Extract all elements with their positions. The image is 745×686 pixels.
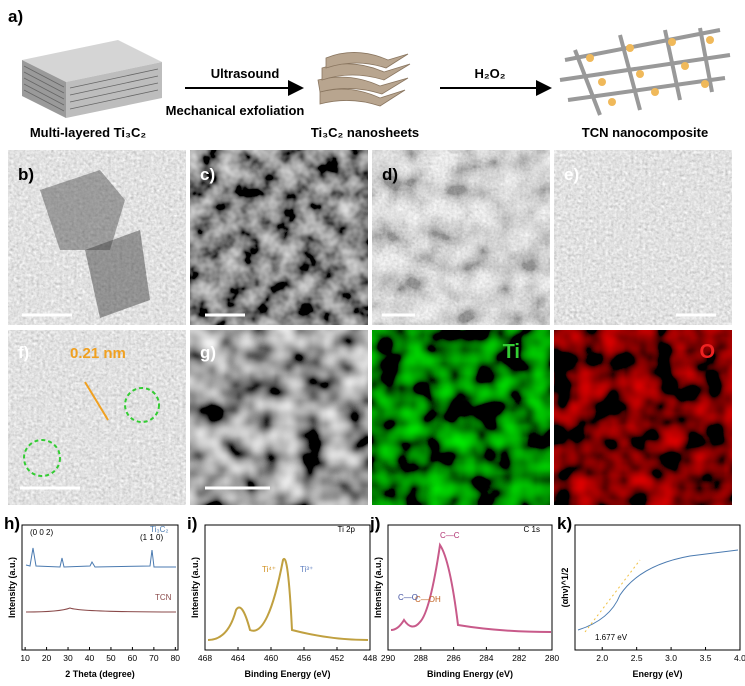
haadf-image bbox=[190, 330, 368, 505]
x-tick-label: 70 bbox=[149, 653, 159, 663]
tem-image bbox=[372, 150, 550, 325]
nanocomposite bbox=[559, 27, 731, 116]
x-tick-label: 2.0 bbox=[596, 653, 608, 663]
x-tick-label: 464 bbox=[231, 653, 245, 663]
sem-image bbox=[190, 150, 368, 325]
step-label: Mechanical exfoliation bbox=[166, 103, 305, 118]
curves bbox=[25, 542, 739, 641]
hrtem-image bbox=[8, 330, 186, 505]
x-tick-label: 448 bbox=[363, 653, 377, 663]
annotation: C—C bbox=[440, 531, 460, 540]
x-tick-label: 456 bbox=[297, 653, 311, 663]
x-tick-label: 284 bbox=[479, 653, 493, 663]
x-tick-label: 10 bbox=[20, 653, 30, 663]
nanoparticles bbox=[586, 36, 714, 106]
x-tick-label: 468 bbox=[198, 653, 212, 663]
plot-frame bbox=[204, 524, 371, 651]
step-label: Ultrasound bbox=[211, 66, 280, 81]
annotation: Ti 2p bbox=[338, 525, 356, 534]
panel-label: f) bbox=[18, 343, 29, 362]
ti-map bbox=[372, 330, 550, 505]
x-axis-label: Binding Energy (eV) bbox=[244, 669, 330, 679]
x-tick-label: 280 bbox=[545, 653, 559, 663]
panel-label: a) bbox=[8, 7, 23, 26]
x-tick-label: 452 bbox=[330, 653, 344, 663]
annotation: TCN bbox=[155, 593, 172, 602]
x-tick-label: 290 bbox=[381, 653, 395, 663]
panel-label: j) bbox=[369, 514, 380, 533]
y-axis-label: Intensity (a.u.) bbox=[7, 557, 17, 618]
layered-block bbox=[22, 40, 162, 118]
lattice-spacing: 0.21 nm bbox=[70, 345, 126, 362]
x-tick-label: 460 bbox=[264, 653, 278, 663]
plot-frame bbox=[574, 524, 741, 651]
x-tick-label: 3.0 bbox=[665, 653, 677, 663]
nanosheets bbox=[317, 52, 411, 107]
x-tick-label: 40 bbox=[85, 653, 95, 663]
plot-frame bbox=[387, 524, 553, 651]
x-tick-label: 282 bbox=[512, 653, 526, 663]
panel-label: e) bbox=[564, 165, 579, 184]
annotation: (0 0 2) bbox=[30, 528, 53, 537]
annotation: (1 1 0) bbox=[140, 533, 163, 542]
x-axis-label: 2 Theta (degree) bbox=[65, 669, 135, 679]
panel-label: i) bbox=[187, 514, 197, 533]
x-tick-label: 20 bbox=[42, 653, 52, 663]
annotation: Ti⁴⁺ bbox=[262, 565, 276, 574]
x-tick-label: 3.5 bbox=[700, 653, 712, 663]
material-label: Multi-layered Ti₃C₂ bbox=[30, 125, 147, 140]
panel-label: k) bbox=[557, 514, 572, 533]
annotation: Ti³⁺ bbox=[300, 565, 313, 574]
x-tick-label: 30 bbox=[63, 653, 73, 663]
y-axis-label: (αhν)^1/2 bbox=[560, 568, 570, 608]
x-tick-label: 80 bbox=[171, 653, 181, 663]
panel-label: c) bbox=[200, 165, 215, 184]
x-axis-label: Binding Energy (eV) bbox=[427, 669, 513, 679]
x-tick-label: 60 bbox=[128, 653, 138, 663]
x-tick-label: 4.0 bbox=[734, 653, 745, 663]
panel-label: b) bbox=[18, 165, 34, 184]
o-map bbox=[554, 330, 732, 505]
step-label: H₂O₂ bbox=[474, 66, 505, 81]
x-axis-label: Energy (eV) bbox=[632, 669, 682, 679]
panel-label: g) bbox=[200, 343, 216, 362]
panel-label: d) bbox=[382, 165, 398, 184]
y-axis-label: Intensity (a.u.) bbox=[373, 557, 383, 618]
x-tick-label: 288 bbox=[414, 653, 428, 663]
tem-image bbox=[554, 150, 732, 325]
x-tick-label: 50 bbox=[106, 653, 116, 663]
y-axis-label: Intensity (a.u.) bbox=[190, 557, 200, 618]
annotation: 1.677 eV bbox=[595, 633, 628, 642]
material-label: TCN nanocomposite bbox=[582, 125, 708, 140]
tem-image bbox=[8, 150, 186, 325]
element-label: O bbox=[699, 341, 715, 363]
panel-label: h) bbox=[4, 514, 20, 533]
annotation: C—O bbox=[398, 593, 418, 602]
annotation: Ti₃C₂ bbox=[150, 525, 169, 534]
plots: h) Intensity (a.u.) 2 Theta (degree) 10 20 30… bbox=[4, 514, 745, 679]
element-label: Ti bbox=[503, 341, 520, 363]
annotation: C—OH bbox=[415, 595, 441, 604]
x-tick-label: 2.5 bbox=[631, 653, 643, 663]
annotation: C 1s bbox=[524, 525, 540, 534]
plot-frame bbox=[21, 524, 179, 651]
material-label: Ti₃C₂ nanosheets bbox=[311, 125, 419, 140]
x-tick-label: 286 bbox=[447, 653, 461, 663]
